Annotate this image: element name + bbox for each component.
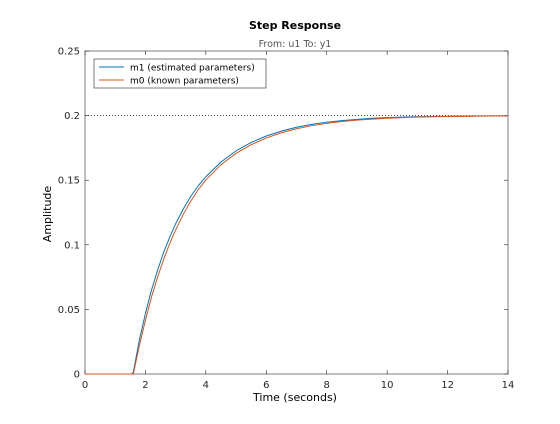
x-tick-label: 2 <box>142 380 148 391</box>
plot-area: 0 2 4 6 8 10 12 14 0 0.05 0.1 0.15 0.2 0.25 <box>58 47 515 392</box>
plot-frame <box>84 50 509 375</box>
legend-entry: m1 (estimated parameters) <box>130 64 255 74</box>
x-tick-label: 6 <box>263 380 269 391</box>
x-tick-label: 8 <box>324 380 330 391</box>
x-tick-label: 10 <box>381 380 394 391</box>
legend: m1 (estimated parameters) m0 (known param… <box>93 58 267 89</box>
chart-title: Step Response <box>249 19 341 32</box>
legend-box <box>93 58 267 89</box>
chart-subtitle: From: u1 To: y1 <box>259 39 332 50</box>
x-tick-label: 14 <box>502 380 515 391</box>
y-tick-label: 0.15 <box>58 176 80 187</box>
legend-entry: m0 (known parameters) <box>130 77 239 87</box>
x-tick-label: 4 <box>203 380 209 391</box>
y-tick-label: 0.2 <box>64 111 80 122</box>
x-axis-label: Time (seconds) <box>252 391 337 404</box>
y-tick-label: 0.1 <box>64 240 80 251</box>
x-tick-label: 0 <box>82 380 88 391</box>
x-tick-label: 12 <box>441 380 454 391</box>
y-tick-label: 0 <box>74 370 80 381</box>
y-tick-label: 0.05 <box>58 305 80 316</box>
y-axis-label: Amplitude <box>41 186 54 243</box>
y-tick-label: 0.25 <box>58 47 80 58</box>
series-line-m0 <box>85 115 508 375</box>
